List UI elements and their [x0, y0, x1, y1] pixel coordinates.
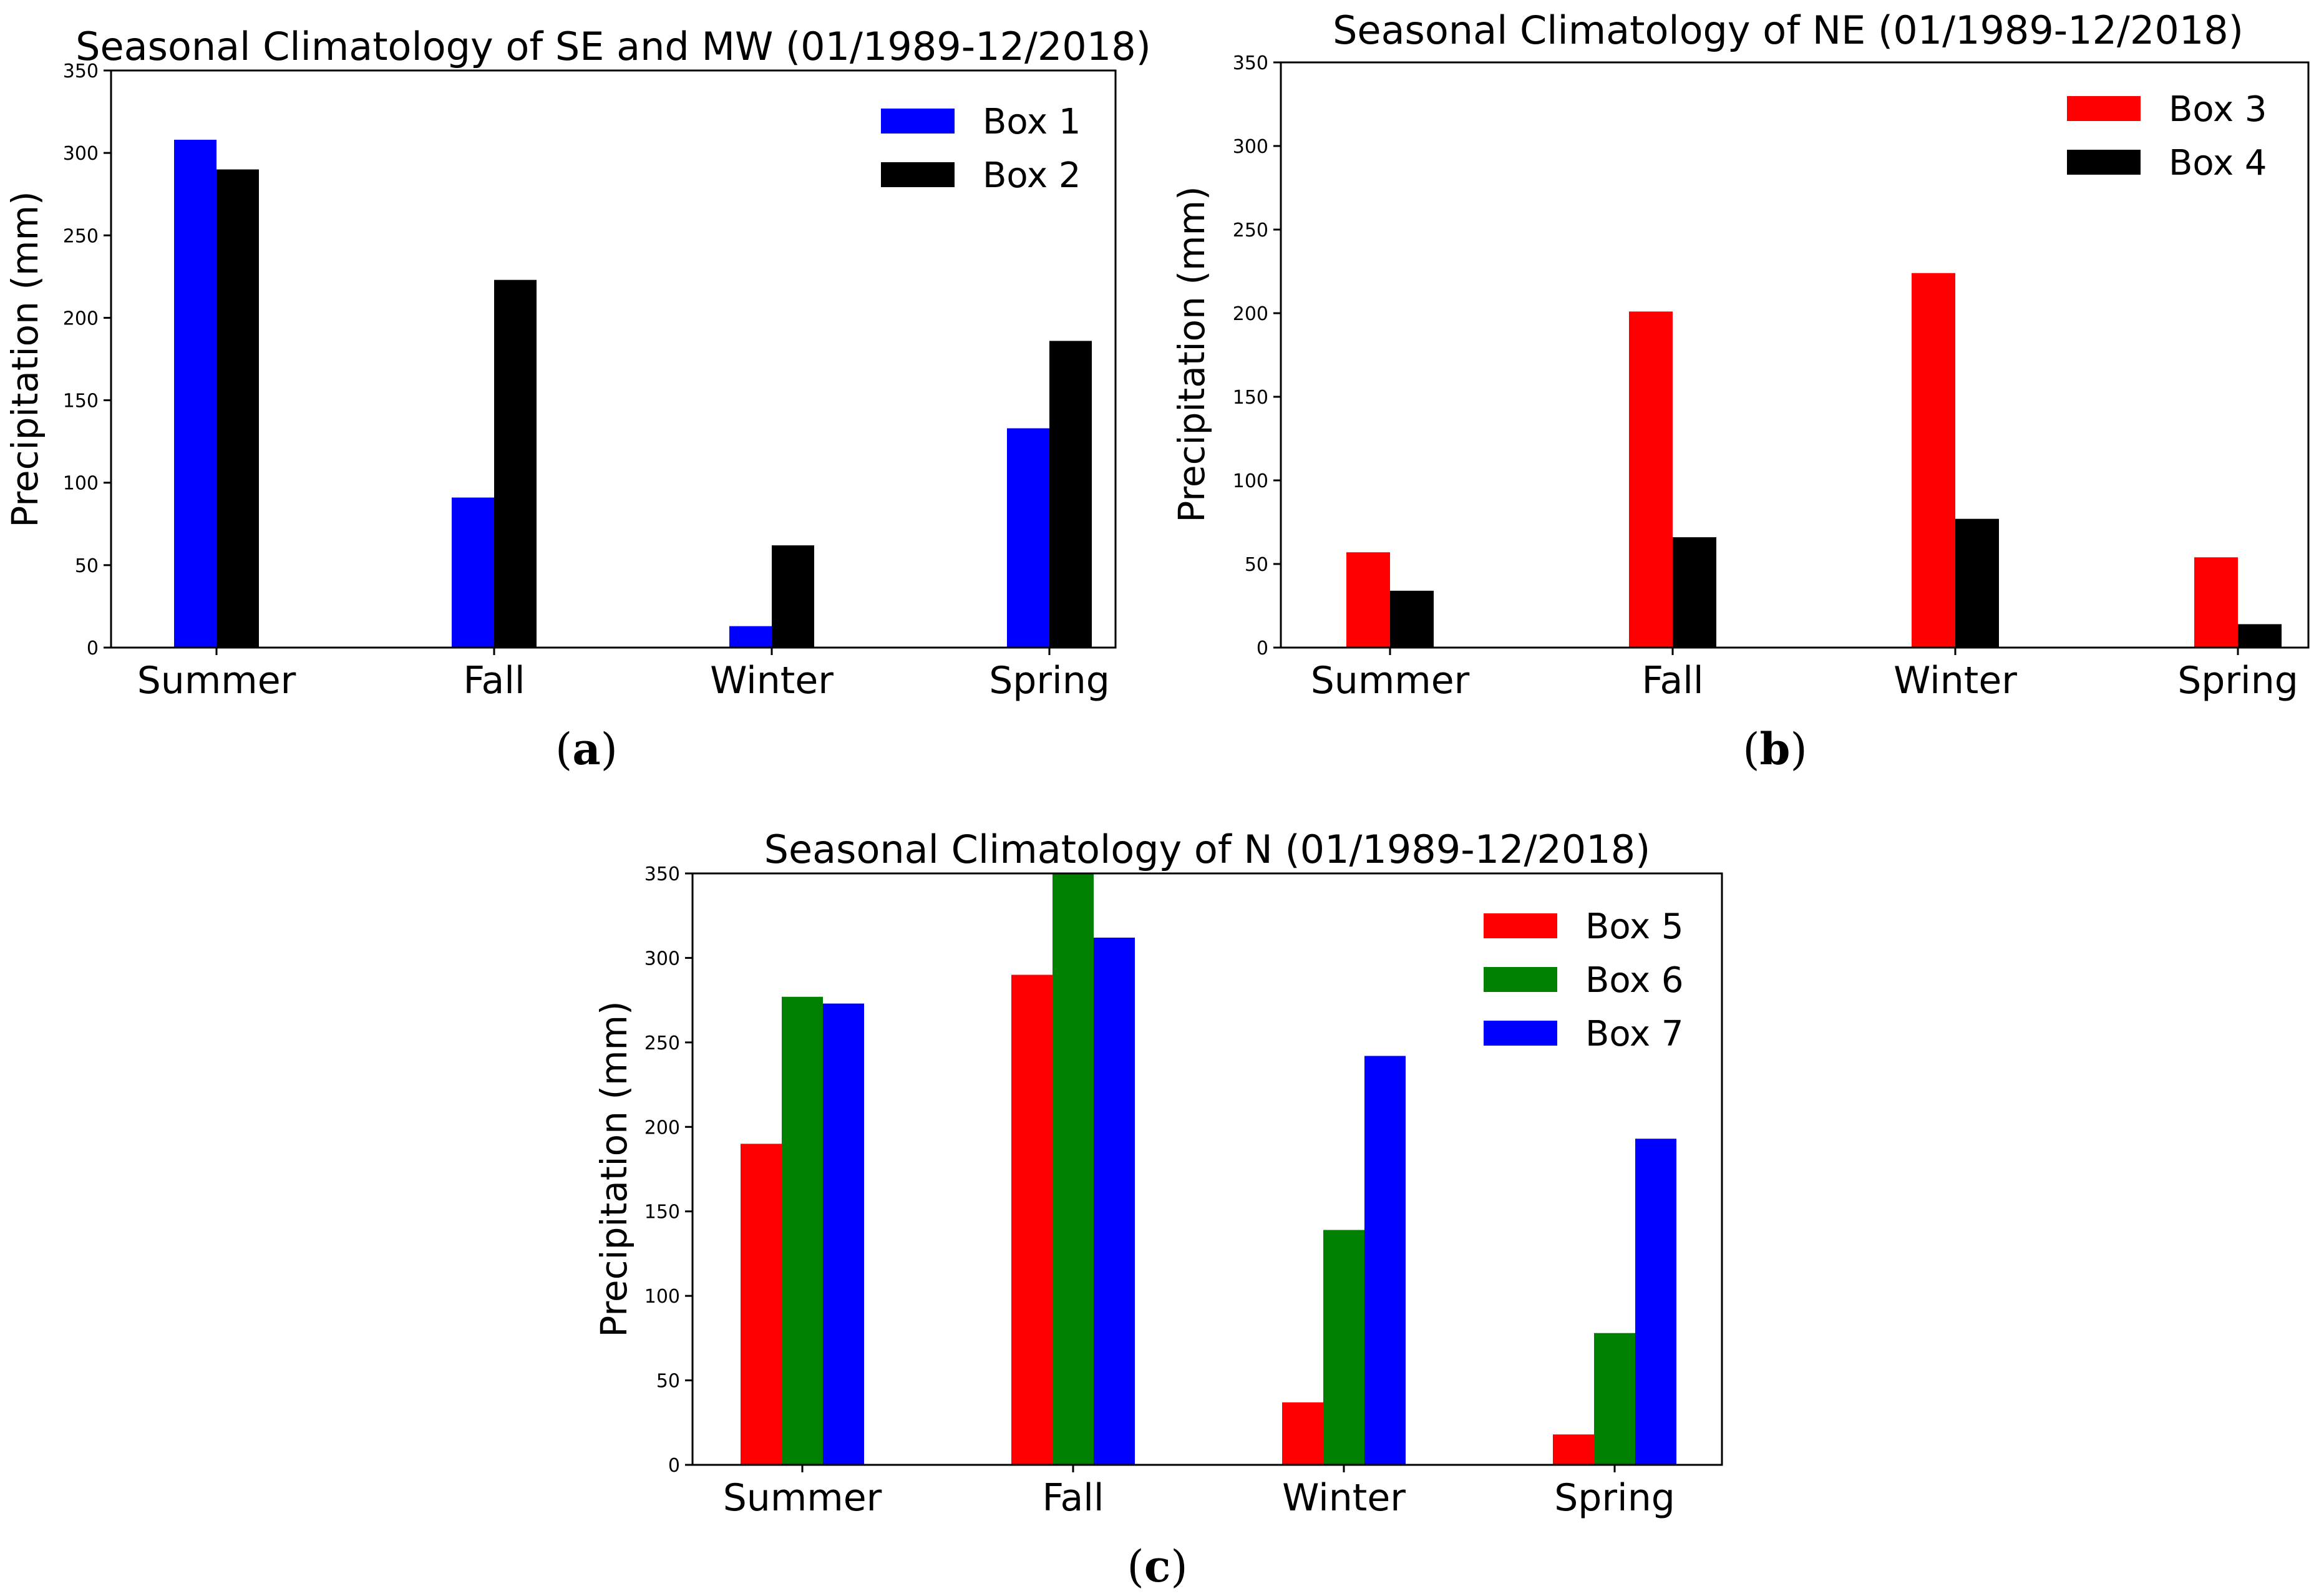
y-tick-label: 250 [63, 225, 99, 247]
bar-box-1-winter [729, 626, 772, 648]
bar-box-4-fall [1673, 537, 1716, 648]
bar-box-6-fall [1053, 873, 1094, 1465]
axes-frame [1280, 61, 2310, 649]
bar-box-7-winter [1364, 1056, 1406, 1465]
y-axis-label: Precipitation (mm) [1170, 186, 1213, 522]
x-tick-label-fall: Fall [1641, 659, 1703, 702]
legend-label-box-6: Box 6 [1585, 960, 1684, 1001]
y-tick-label: 50 [656, 1371, 680, 1392]
legend-swatch-box-5 [1484, 913, 1557, 938]
legend-label-box-1: Box 1 [983, 102, 1081, 142]
bar-box-5-spring [1553, 1434, 1594, 1465]
bar-box-1-fall [452, 497, 494, 648]
x-tick-label-fall: Fall [1042, 1476, 1104, 1520]
x-tick-label-winter: Winter [1282, 1476, 1406, 1520]
bar-box-5-winter [1282, 1402, 1323, 1465]
y-tick-label: 0 [668, 1455, 680, 1477]
y-tick-label: 100 [1233, 470, 1268, 492]
bar-box-6-spring [1594, 1333, 1635, 1465]
x-tick-label-summer: Summer [1311, 659, 1470, 702]
panel-caption: (b) [1743, 723, 1807, 775]
legend-label-box-2: Box 2 [983, 155, 1081, 196]
chart-title: Seasonal Climatology of NE (01/1989-12/2… [1333, 7, 2244, 53]
y-tick-label: 200 [63, 308, 99, 329]
chart-panel-a: Seasonal Climatology of SE and MW (01/19… [4, 24, 1151, 775]
bar-box-6-winter [1323, 1230, 1364, 1465]
panel-caption: (a) [555, 723, 618, 775]
y-tick-label: 350 [1233, 52, 1268, 74]
y-tick-label: 300 [644, 948, 680, 970]
y-tick-label: 250 [1233, 220, 1268, 241]
bar-box-3-summer [1346, 552, 1390, 648]
bar-box-4-spring [2238, 624, 2282, 648]
bar-box-7-spring [1635, 1139, 1676, 1465]
chart-title: Seasonal Climatology of N (01/1989-12/20… [764, 827, 1651, 872]
bar-box-7-fall [1094, 937, 1135, 1465]
x-tick-label-summer: Summer [137, 659, 296, 702]
x-tick-label-spring: Spring [989, 659, 1110, 702]
y-tick-label: 150 [644, 1202, 680, 1223]
axes-frame [691, 872, 1723, 1466]
chart-title: Seasonal Climatology of SE and MW (01/19… [75, 24, 1151, 69]
y-tick-label: 250 [644, 1033, 680, 1054]
bar-box-3-winter [1912, 273, 1955, 648]
bar-box-6-summer [782, 996, 823, 1465]
chart-panel-b: Seasonal Climatology of NE (01/1989-12/2… [1170, 7, 2310, 775]
x-tick-label-fall: Fall [463, 659, 525, 702]
panel-caption: (c) [1127, 1540, 1187, 1592]
axes-frame [110, 69, 1117, 649]
y-tick-label: 100 [644, 1286, 680, 1308]
y-tick-label: 200 [1233, 303, 1268, 325]
bar-box-5-fall [1011, 974, 1053, 1465]
bar-box-3-fall [1629, 311, 1673, 648]
y-tick-label: 0 [1257, 638, 1268, 659]
bar-box-1-summer [174, 140, 216, 648]
y-tick-label: 300 [1233, 136, 1268, 158]
legend-swatch-box-4 [2067, 150, 2141, 175]
legend-swatch-box-2 [881, 162, 955, 187]
legend-swatch-box-1 [881, 109, 955, 134]
x-tick-label-spring: Spring [2177, 659, 2298, 702]
y-tick-label: 200 [644, 1117, 680, 1139]
y-tick-label: 0 [87, 638, 99, 659]
legend-label-box-7: Box 7 [1585, 1014, 1684, 1054]
y-tick-label: 50 [75, 555, 99, 577]
bar-box-1-spring [1007, 428, 1049, 648]
legend-swatch-box-3 [2067, 96, 2141, 121]
x-tick-label-spring: Spring [1554, 1476, 1675, 1520]
y-tick-label: 150 [1233, 387, 1268, 409]
legend-label-box-5: Box 5 [1585, 906, 1684, 947]
bar-box-2-summer [216, 169, 259, 648]
legend-swatch-box-6 [1484, 967, 1557, 992]
chart-panel-c: Seasonal Climatology of N (01/1989-12/20… [593, 827, 1723, 1592]
bar-box-5-summer [741, 1144, 782, 1465]
y-axis-label: Precipitation (mm) [4, 191, 46, 527]
legend-label-box-3: Box 3 [2169, 89, 2267, 130]
bar-box-4-winter [1955, 518, 1999, 648]
bar-box-3-spring [2194, 557, 2238, 648]
y-tick-label: 50 [1245, 554, 1268, 576]
y-tick-label: 150 [63, 391, 99, 412]
y-tick-label: 100 [63, 473, 99, 495]
y-axis-label: Precipitation (mm) [593, 1001, 635, 1337]
legend-label-box-4: Box 4 [2169, 143, 2267, 183]
bar-box-2-winter [772, 545, 814, 648]
legend-swatch-box-7 [1484, 1021, 1557, 1046]
bar-box-2-fall [494, 279, 537, 648]
bar-box-2-spring [1049, 341, 1092, 648]
y-tick-label: 350 [644, 863, 680, 885]
y-tick-label: 300 [63, 143, 99, 165]
bar-box-7-summer [823, 1003, 864, 1465]
x-tick-label-winter: Winter [710, 659, 834, 702]
y-tick-label: 350 [63, 61, 99, 82]
x-tick-label-winter: Winter [1894, 659, 2017, 702]
x-tick-label-summer: Summer [723, 1476, 882, 1520]
bar-box-4-summer [1390, 590, 1434, 648]
